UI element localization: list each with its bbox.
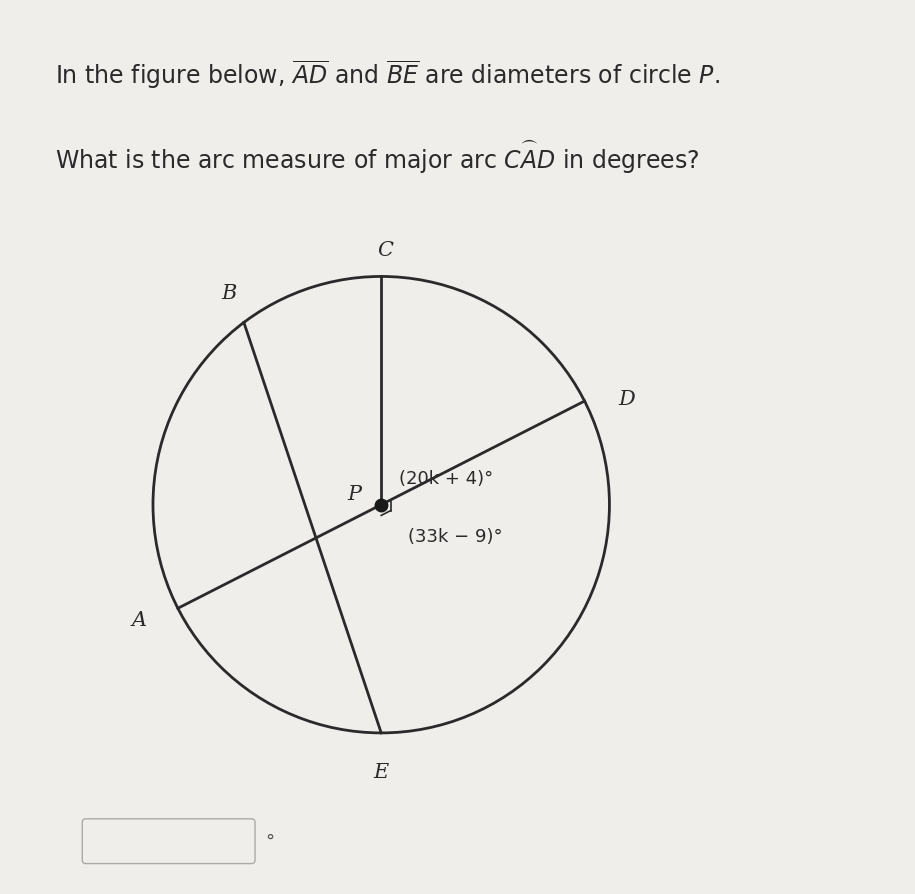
Text: A: A: [132, 611, 146, 629]
Text: (20k + 4)°: (20k + 4)°: [399, 469, 493, 487]
Text: What is the arc measure of major arc $\overset{\frown}{CAD}$ in degrees?: What is the arc measure of major arc $\o…: [55, 139, 699, 176]
Text: °: °: [264, 832, 274, 850]
Text: B: B: [221, 284, 237, 303]
Text: (33k − 9)°: (33k − 9)°: [408, 527, 502, 545]
Text: E: E: [373, 762, 389, 781]
Text: D: D: [619, 390, 635, 409]
FancyBboxPatch shape: [82, 819, 255, 864]
Text: P: P: [347, 485, 361, 503]
Text: C: C: [378, 240, 393, 259]
Text: In the figure below, $\overline{AD}$ and $\overline{BE}$ are diameters of circle: In the figure below, $\overline{AD}$ and…: [55, 58, 719, 91]
